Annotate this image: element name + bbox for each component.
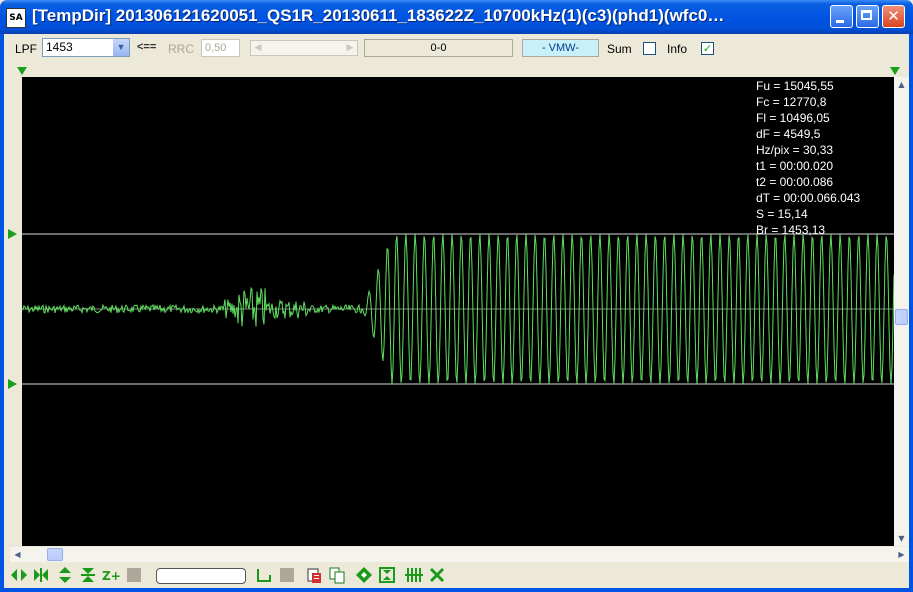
window-frame-bottom [0,588,913,592]
diamond-icon[interactable] [355,566,373,584]
gray-square-icon[interactable] [278,566,296,584]
info-line: Hz/pix = 30,33 [756,143,833,157]
chevron-down-icon[interactable]: ▼ [113,39,129,56]
lpf-label: LPF [15,42,38,56]
scroll-right-icon[interactable]: ▶ [898,550,905,559]
sum-label: Sum [607,42,632,56]
lpf-value: 1453 [46,40,73,54]
close-button[interactable]: ✕ [882,5,905,28]
oscilloscope-display[interactable]: Fu = 15045,55 Fc = 12770,8 Fl = 10496,05 dF… [22,77,894,546]
maximize-button[interactable] [856,5,879,28]
marker-lower-level[interactable] [8,379,17,389]
scroll-up-icon[interactable]: ▲ [898,80,905,89]
checkmark-icon: ✓ [702,42,713,55]
info-line: Fu = 15045,55 [756,79,834,93]
bottom-toolbar: Z+ [4,562,909,588]
expand-vertical-icon[interactable] [56,566,74,584]
rrc-input[interactable]: 0,50 [201,39,240,57]
window-title-bar[interactable]: SA [TempDir] 201306121620051_QS1R_201306… [0,0,913,34]
step-icon[interactable] [255,566,273,584]
info-line: Br = 1453,13 [756,223,825,237]
svg-text:Z+: Z+ [102,569,120,583]
copy-icon[interactable] [328,566,346,584]
vertical-scrollbar[interactable]: ▲ ▼ [894,77,909,546]
bars-icon[interactable] [405,566,423,584]
scroll-down-icon[interactable]: ▼ [898,534,905,543]
marker-handles [8,67,900,389]
apply-lpf-button[interactable]: <== [137,41,157,53]
scroll-left-icon[interactable]: ◀ [14,550,21,559]
sum-checkbox[interactable] [643,42,656,55]
fit-icon[interactable] [378,566,396,584]
range-display: 0-0 [364,39,513,57]
info-line: S = 15,14 [756,207,808,221]
mode-display[interactable]: - VMW- [522,39,599,57]
gray-square-icon[interactable] [125,566,143,584]
info-line: dF = 4549,5 [756,127,821,141]
app-icon: SA [6,8,26,28]
rrc-label: RRC [168,42,194,56]
info-line: Fl = 10496,05 [756,111,830,125]
signal-trace [22,233,894,385]
info-label: Info [667,42,688,56]
marker-upper-level[interactable] [8,229,17,239]
info-line: dT = 00:00.066.043 [756,191,861,205]
horizontal-scrollbar[interactable]: ◀ ▶ [10,547,909,562]
toolbar: LPF 1453 ▼ <== RRC 0,50 ◀ ▶ 0-0 - VMW- S… [4,34,909,62]
minimize-button[interactable] [830,5,853,28]
marker-top-right[interactable] [890,67,900,75]
window-frame-left [0,34,4,592]
window-title: [TempDir] 201306121620051_QS1R_20130611_… [32,6,725,25]
info-line: t1 = 00:00.020 [756,159,833,173]
scroll-right-icon[interactable]: ▶ [346,43,354,53]
clipboard-copy-icon[interactable] [305,566,323,584]
compress-horizontal-icon[interactable] [32,566,50,584]
info-line: t2 = 00:00.086 [756,175,833,189]
marker-top-left[interactable] [17,67,27,75]
rrc-slider[interactable]: ◀ ▶ [250,40,358,56]
horizontal-scroll-thumb[interactable] [47,548,63,561]
compress-vertical-icon[interactable] [79,566,97,584]
window-frame-right [909,34,913,592]
close-icon: ✕ [887,7,900,25]
info-panel: Fu = 15045,55 Fc = 12770,8 Fl = 10496,05 dF… [756,79,861,237]
bottom-text-input[interactable] [156,568,246,584]
scroll-left-icon[interactable]: ◀ [254,43,262,53]
info-line: Fc = 12770,8 [756,95,827,109]
zoom-plus-icon[interactable]: Z+ [102,566,120,584]
info-checkbox[interactable]: ✓ [701,42,714,55]
vertical-scroll-thumb[interactable] [895,309,908,325]
lpf-select[interactable]: 1453 ▼ [42,38,130,57]
expand-horizontal-icon[interactable] [10,566,28,584]
cross-arrows-icon[interactable] [428,566,446,584]
